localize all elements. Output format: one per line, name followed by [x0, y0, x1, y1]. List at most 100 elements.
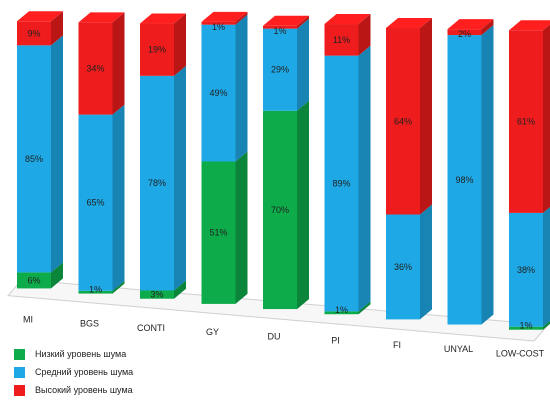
bar-segment-mi-high-side — [51, 11, 63, 46]
bar-segment-low-cost-medium — [509, 212, 543, 327]
bar-segment-low-cost-medium-side — [543, 207, 550, 327]
data-label: 34% — [86, 64, 104, 74]
data-label: 2% — [458, 29, 471, 39]
bar-segment-mi-medium — [17, 45, 51, 273]
legend: Низкий уровень шума Средний уровень шума… — [14, 345, 133, 399]
bar-unyal — [447, 19, 494, 325]
bar-segment-bgs-high-side — [112, 12, 125, 115]
bar-segment-pi-medium-side — [358, 45, 371, 312]
data-label: 49% — [209, 88, 227, 98]
bar-conti — [140, 13, 186, 299]
bar-segment-bgs-medium — [78, 114, 113, 291]
bar-segment-du-high — [263, 25, 297, 29]
data-label: 29% — [271, 65, 289, 75]
category-label: UNYAL — [444, 344, 473, 354]
data-label: 51% — [209, 228, 227, 238]
bar-segment-gy-high-side — [235, 11, 248, 25]
bar-segment-mi-high — [17, 21, 51, 46]
data-label: 1% — [212, 22, 225, 32]
bar-segment-conti-low-side — [174, 280, 186, 299]
bar-segment-bgs-high — [78, 22, 113, 115]
bar-mi — [17, 11, 63, 289]
bar-segment-unyal-high-side — [481, 19, 494, 36]
legend-item-low: Низкий уровень шума — [14, 345, 133, 363]
legend-label-high: Высокий уровень шума — [35, 385, 133, 395]
bar-segment-du-medium-side — [297, 18, 309, 111]
bar-segment-bgs-low-side — [112, 280, 125, 294]
bar-top-pi — [324, 14, 371, 25]
bar-segment-conti-high — [140, 23, 174, 76]
bar-segment-du-low — [263, 110, 297, 310]
bar-segment-low-cost-low — [509, 326, 543, 330]
bar-segment-gy-medium — [201, 24, 236, 162]
bar-segment-fi-high-side — [420, 18, 432, 215]
bar-segment-mi-low-side — [51, 262, 63, 289]
data-label: 61% — [517, 117, 535, 127]
bar-segment-pi-low-side — [358, 301, 371, 315]
legend-swatch-low — [14, 348, 25, 360]
bar-fi — [386, 18, 432, 320]
bar-top-gy — [201, 11, 248, 22]
bar-segment-conti-medium — [140, 75, 174, 291]
bar-segment-low-cost-low-side — [543, 320, 550, 330]
bar-segment-gy-low — [201, 161, 236, 304]
legend-item-high: Высокий уровень шума — [14, 381, 133, 399]
bar-segment-gy-high — [201, 21, 236, 25]
legend-label-low: Низкий уровень шума — [35, 349, 127, 359]
bar-segment-pi-high-side — [358, 14, 371, 56]
category-label: CONTI — [137, 323, 165, 333]
bar-bgs — [78, 12, 125, 294]
data-label: 38% — [517, 265, 535, 275]
data-label: 98% — [455, 175, 473, 185]
data-label: 3% — [150, 290, 163, 300]
bar-segment-unyal-high — [447, 29, 482, 36]
bar-segment-fi-medium-side — [420, 204, 432, 320]
bar-segment-du-high-side — [297, 15, 309, 29]
category-label: BGS — [80, 319, 99, 329]
bar-top-unyal — [447, 19, 494, 30]
bar-segment-conti-low — [140, 290, 174, 299]
bar-segment-conti-high-side — [174, 13, 186, 76]
bar-segment-gy-medium-side — [235, 14, 248, 162]
bar-segment-unyal-medium-side — [481, 25, 494, 325]
category-label: LOW-COST — [496, 349, 545, 359]
data-label: 19% — [148, 45, 166, 55]
data-label: 85% — [25, 154, 43, 164]
data-label: 6% — [27, 275, 40, 285]
bar-segment-conti-medium-side — [174, 65, 186, 291]
bar-segment-mi-medium-side — [51, 35, 63, 273]
data-label: 89% — [332, 178, 350, 188]
data-label: 36% — [394, 262, 412, 272]
bar-top-mi — [17, 11, 63, 22]
bars-group — [17, 11, 550, 330]
bar-low-cost — [509, 20, 550, 330]
bar-top-fi — [386, 18, 432, 29]
bar-segment-mi-low — [17, 272, 51, 289]
bar-top-bgs — [78, 12, 125, 23]
data-label: 65% — [86, 198, 104, 208]
category-label: GY — [206, 327, 219, 337]
bar-top-low-cost — [509, 20, 550, 31]
legend-label-medium: Средний уровень шума — [35, 367, 134, 377]
bar-segment-unyal-medium — [447, 35, 482, 325]
bar-segment-pi-low — [324, 311, 359, 315]
category-label: MI — [23, 314, 33, 324]
bar-segment-pi-medium — [324, 55, 359, 312]
bar-segment-low-cost-high — [509, 30, 543, 213]
bar-segment-pi-high — [324, 24, 359, 56]
data-label: 1% — [519, 321, 532, 331]
data-label: 70% — [271, 205, 289, 215]
bar-segment-du-medium — [263, 28, 297, 111]
bar-pi — [324, 14, 371, 315]
data-label: 1% — [273, 26, 286, 36]
legend-item-medium: Средний уровень шума — [14, 363, 133, 381]
bar-du — [263, 15, 309, 310]
category-ticks-group: MI BGS CONTI GY DU PI FI UNYAL LOW-COST — [23, 314, 545, 358]
legend-swatch-high — [14, 384, 25, 396]
data-label: 1% — [335, 305, 348, 315]
bar-segment-bgs-medium-side — [112, 104, 125, 291]
bar-segment-low-cost-high-side — [543, 24, 550, 213]
bar-segment-fi-high — [386, 28, 420, 215]
data-label: 9% — [27, 28, 40, 38]
